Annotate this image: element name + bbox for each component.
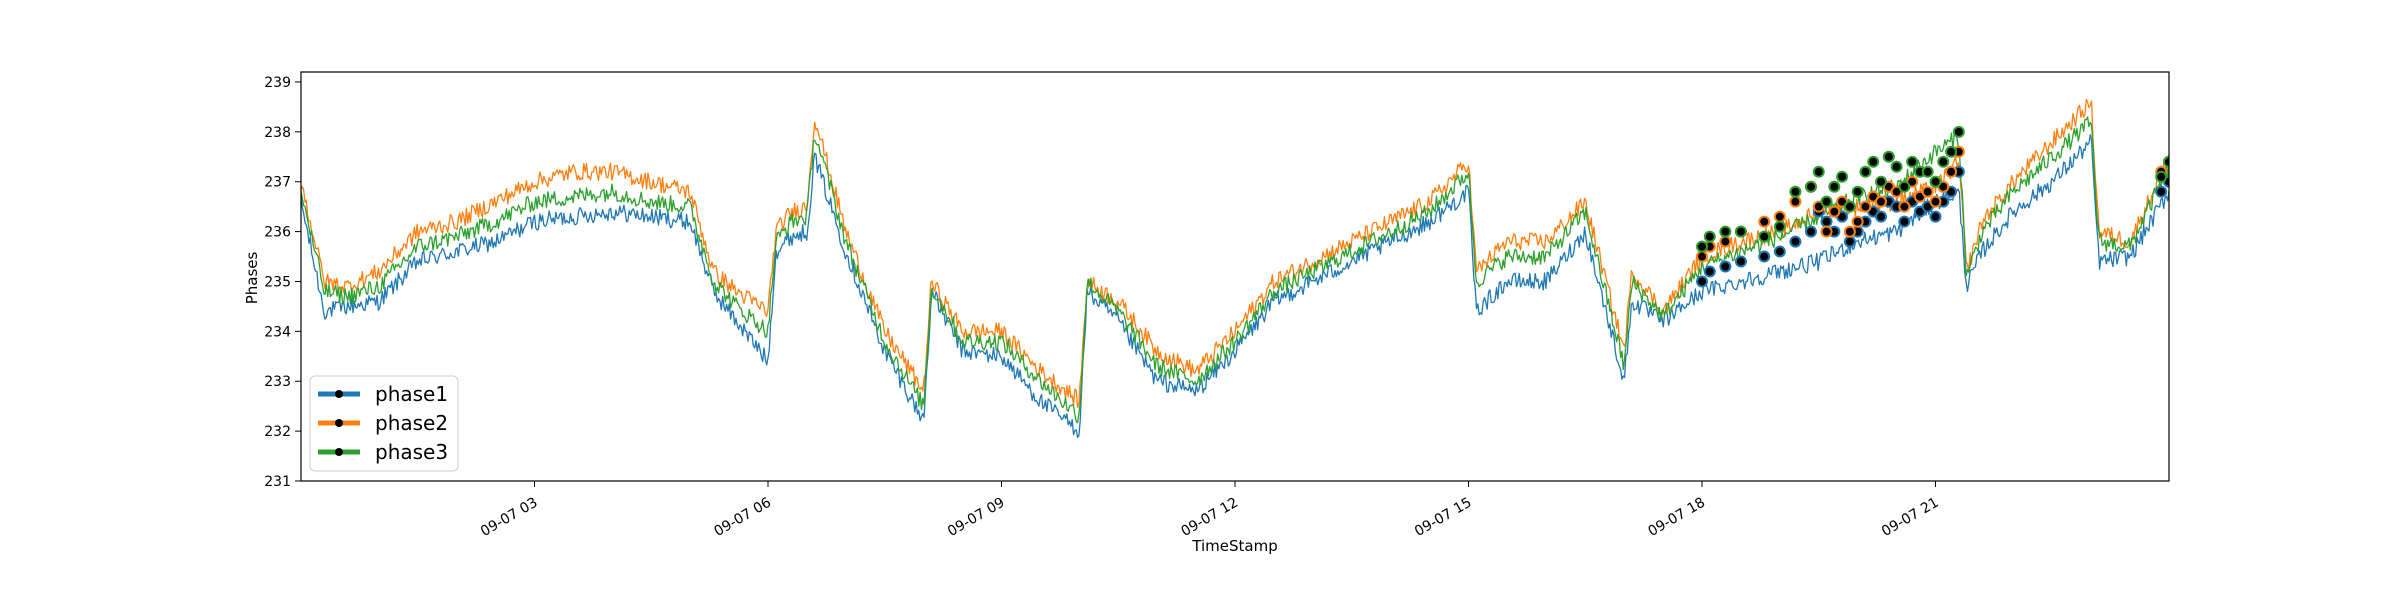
legend-marker-phase2 <box>335 419 343 427</box>
y-axis: 231 232 233 234 235 236 237 238 239 <box>264 75 301 490</box>
marker-point-phase2 <box>1898 200 1911 213</box>
marker-point-phase3 <box>1952 125 1965 138</box>
marker-point-phase2 <box>1758 215 1771 228</box>
y-tick-label: 231 <box>264 474 291 490</box>
y-tick-label: 237 <box>264 175 291 191</box>
y-tick-label: 234 <box>264 324 291 340</box>
legend: phase1 phase2 phase3 <box>309 375 459 472</box>
marker-point-phase1 <box>1789 235 1802 248</box>
marker-point-phase2 <box>1921 185 1934 198</box>
legend-marker-phase1 <box>335 390 343 398</box>
marker-point-phase2 <box>1859 200 1872 213</box>
marker-point-phase3 <box>1875 175 1888 188</box>
marker-point-phase2 <box>1843 225 1856 238</box>
y-tick-label: 235 <box>264 274 291 290</box>
marker-point-phase1 <box>1820 215 1833 228</box>
marker-point-phase3 <box>1703 230 1716 243</box>
series-line-phase1 <box>301 134 2169 439</box>
y-axis-label: Phases <box>243 252 261 305</box>
marker-point-phase1 <box>1843 235 1856 248</box>
x-axis-label: TimeStamp <box>1191 537 1277 555</box>
marker-point-phase3 <box>1921 165 1934 178</box>
marker-point-phase1 <box>1898 215 1911 228</box>
marker-point-phase1 <box>1758 250 1771 263</box>
marker-point-phase3 <box>1828 180 1841 193</box>
marker-point-phase3 <box>1890 160 1903 173</box>
plot-area <box>300 71 2170 482</box>
marker-point-phase2 <box>1828 205 1841 218</box>
legend-label-phase2: phase2 <box>375 411 448 435</box>
marker-point-phase1 <box>1875 210 1888 223</box>
marker-point-phase1 <box>1773 245 1786 258</box>
marker-layer <box>1696 125 2169 288</box>
marker-point-phase3 <box>2155 170 2168 183</box>
y-tick-label: 232 <box>264 424 291 440</box>
marker-point-phase1 <box>1734 255 1747 268</box>
marker-point-phase1 <box>1804 225 1817 238</box>
marker-point-phase3 <box>1804 180 1817 193</box>
marker-point-phase3 <box>1937 155 1950 168</box>
marker-point-phase3 <box>1906 155 1919 168</box>
marker-point-phase2 <box>1875 195 1888 208</box>
marker-point-phase1 <box>1703 265 1716 278</box>
marker-point-phase3 <box>1734 225 1747 238</box>
y-tick-label: 238 <box>264 125 291 141</box>
y-tick-label: 233 <box>264 374 291 390</box>
marker-point-phase3 <box>1820 195 1833 208</box>
marker-point-phase2 <box>1696 250 1708 263</box>
marker-point-phase3 <box>1812 165 1825 178</box>
marker-point-phase2 <box>1929 195 1942 208</box>
marker-point-phase2 <box>1945 165 1958 178</box>
marker-point-phase3 <box>1882 150 1895 163</box>
marker-point-phase2 <box>1851 215 1864 228</box>
marker-point-phase2 <box>1719 235 1732 248</box>
legend-box <box>309 375 459 472</box>
marker-point-phase3 <box>1836 170 1849 183</box>
marker-point-phase2 <box>1773 210 1786 223</box>
marker-point-phase1 <box>2155 185 2168 198</box>
marker-point-phase3 <box>1851 185 1864 198</box>
legend-label-phase1: phase1 <box>375 382 448 406</box>
series-line-phase2 <box>301 98 2169 409</box>
marker-point-phase3 <box>1789 185 1802 198</box>
y-tick-label: 236 <box>264 225 291 241</box>
marker-point-phase3 <box>1867 155 1880 168</box>
marker-point-phase1 <box>1929 210 1942 223</box>
marker-point-phase1 <box>1719 260 1732 273</box>
legend-label-phase3: phase3 <box>375 440 448 464</box>
marker-point-phase3 <box>1929 175 1942 188</box>
marker-point-phase3 <box>2163 155 2169 168</box>
marker-point-phase3 <box>1945 145 1958 158</box>
marker-point-phase3 <box>1773 220 1786 233</box>
marker-point-phase2 <box>1820 225 1833 238</box>
y-tick-label: 239 <box>264 75 291 91</box>
marker-point-phase1 <box>1696 275 1708 288</box>
marker-point-phase2 <box>1789 195 1802 208</box>
legend-marker-phase3 <box>335 448 343 456</box>
marker-point-phase3 <box>1859 165 1872 178</box>
marker-point-phase3 <box>1843 200 1856 213</box>
marker-point-phase3 <box>1758 230 1771 243</box>
marker-point-phase3 <box>1719 225 1732 238</box>
marker-point-phase3 <box>1696 240 1708 253</box>
marker-point-phase3 <box>1898 180 1911 193</box>
